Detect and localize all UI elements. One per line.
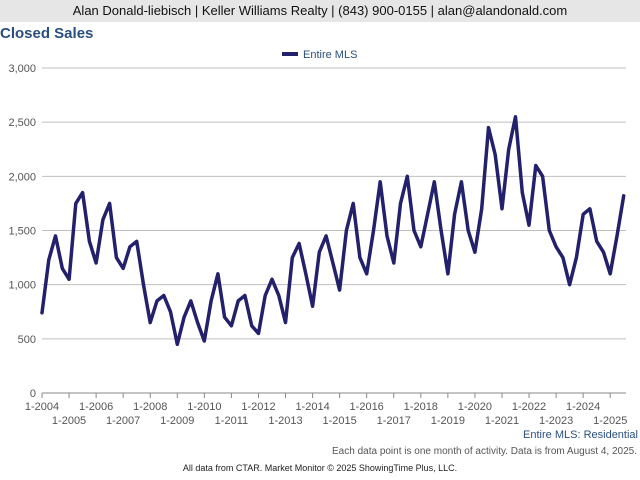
x-tick-label: 1-2021 bbox=[485, 415, 519, 427]
x-tick-label: 1-2025 bbox=[593, 415, 627, 427]
x-tick-label: 1-2012 bbox=[241, 401, 275, 413]
x-tick-label: 1-2020 bbox=[458, 401, 492, 413]
x-tick-label: 1-2006 bbox=[79, 401, 113, 413]
x-tick-label: 1-2004 bbox=[25, 401, 59, 413]
x-tick-label: 1-2019 bbox=[431, 415, 465, 427]
y-axis-tick-labels: 0 500 1,000 1,500 2,000 2,500 3,000 bbox=[8, 63, 36, 400]
legend: Entire MLS bbox=[282, 49, 357, 61]
y-tick-label: 0 bbox=[30, 388, 36, 400]
x-tick-label: 1-2024 bbox=[566, 401, 600, 413]
y-tick-label: 1,000 bbox=[8, 280, 36, 292]
source-credit: All data from CTAR. Market Monitor © 202… bbox=[182, 463, 458, 473]
x-tick-label: 1-2022 bbox=[512, 401, 546, 413]
y-tick-label: 1,500 bbox=[8, 226, 36, 238]
series-entire-mls bbox=[40, 115, 626, 347]
x-tick-label: 1-2014 bbox=[295, 401, 329, 413]
data-note: Each data point is one month of activity… bbox=[332, 446, 637, 457]
x-tick-label: 1-2011 bbox=[215, 415, 248, 427]
x-tick-label: 1-2016 bbox=[350, 401, 384, 413]
x-tick-label: 1-2023 bbox=[539, 415, 573, 427]
y-tick-label: 2,000 bbox=[8, 171, 36, 183]
x-tick-label: 1-2005 bbox=[52, 415, 86, 427]
series-subtitle: Entire MLS: Residential bbox=[523, 429, 638, 441]
legend-label: Entire MLS bbox=[303, 49, 357, 61]
chart-title: Closed Sales bbox=[0, 25, 94, 42]
y-tick-label: 2,500 bbox=[8, 117, 36, 129]
agent-contact-banner: Alan Donald-liebisch | Keller Williams R… bbox=[0, 0, 640, 22]
x-tick-label: 1-2015 bbox=[323, 415, 357, 427]
x-axis-tick-labels: 1-2004 1-2006 1-2008 1-2010 1-2012 1-2014 1-20… bbox=[25, 393, 627, 427]
x-tick-label: 1-2009 bbox=[160, 415, 194, 427]
y-tick-label: 500 bbox=[18, 334, 36, 346]
x-tick-label: 1-2008 bbox=[133, 401, 167, 413]
x-tick-label: 1-2017 bbox=[377, 415, 411, 427]
x-tick-label: 1-2007 bbox=[106, 415, 140, 427]
x-tick-label: 1-2013 bbox=[268, 415, 302, 427]
x-tick-label: 1-2018 bbox=[404, 401, 438, 413]
gridlines bbox=[42, 67, 626, 394]
y-tick-label: 3,000 bbox=[8, 63, 36, 75]
x-tick-label: 1-2010 bbox=[187, 401, 221, 413]
